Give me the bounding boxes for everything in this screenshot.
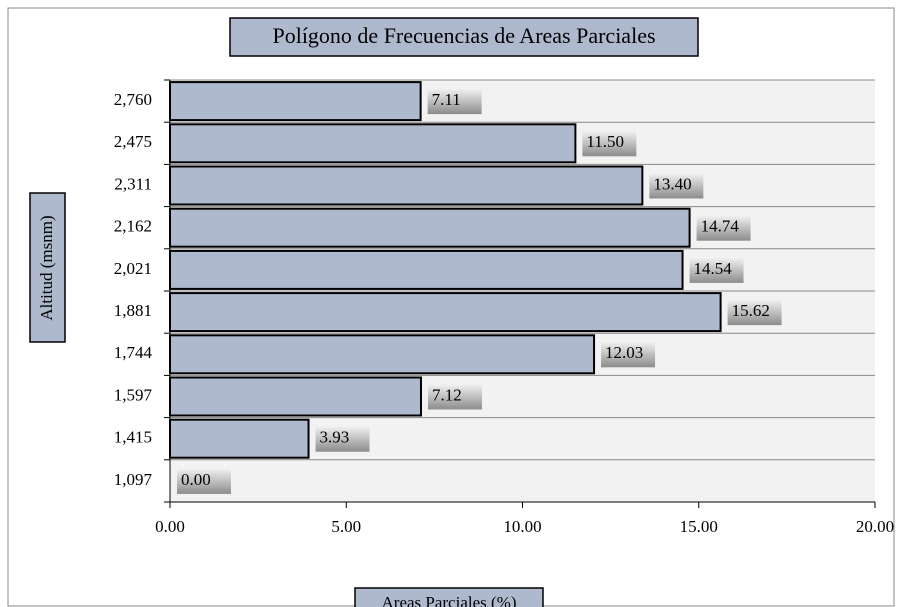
x-tick-label: 0.00 (155, 517, 185, 536)
y-tick-label: 2,162 (114, 217, 152, 236)
bar (169, 123, 577, 164)
value-label: 14.74 (701, 217, 740, 236)
y-tick-label: 2,021 (114, 259, 152, 278)
value-label-box (177, 467, 231, 494)
x-tick-label: 15.00 (680, 517, 718, 536)
y-label-box (29, 192, 66, 343)
y-tick-label: 2,311 (114, 174, 152, 193)
value-label-box (649, 172, 704, 199)
x-tick-label: 20.00 (856, 517, 894, 536)
bar (169, 376, 422, 417)
bar (169, 81, 422, 122)
y-tick-label: 1,744 (114, 343, 153, 362)
value-label-box (727, 299, 782, 326)
bar (169, 207, 691, 248)
value-label: 11.50 (586, 132, 624, 151)
x-label-box (354, 587, 544, 607)
value-label: 12.03 (605, 343, 643, 362)
value-label: 13.40 (653, 174, 691, 193)
value-label-box (689, 256, 744, 283)
bar (169, 249, 684, 290)
y-axis-label: Altitud (msnm) (37, 215, 56, 320)
bar (169, 334, 596, 375)
bar (169, 292, 722, 333)
y-tick-label: 1,597 (114, 385, 153, 404)
value-label-box (582, 130, 637, 157)
value-label-box (427, 88, 482, 115)
chart-title: Polígono de Frecuencias de Areas Parcial… (272, 23, 655, 48)
title-box (229, 17, 699, 57)
value-label-box (315, 425, 370, 452)
y-tick-label: 2,760 (114, 90, 152, 109)
value-label-box (696, 214, 751, 241)
y-tick-label: 2,475 (114, 132, 152, 151)
y-tick-label: 1,415 (114, 428, 152, 447)
value-label: 7.11 (432, 90, 461, 109)
value-label: 7.12 (432, 385, 462, 404)
y-tick-label: 1,881 (114, 301, 152, 320)
x-tick-label: 5.00 (331, 517, 361, 536)
bar (169, 418, 310, 459)
value-label-box (427, 383, 482, 410)
value-label: 14.54 (694, 259, 733, 278)
x-tick-label: 10.00 (503, 517, 541, 536)
value-label-box (601, 341, 656, 368)
x-axis-label: Areas Parciales (%) (382, 593, 517, 607)
value-label: 15.62 (732, 301, 770, 320)
value-label: 0.00 (181, 470, 211, 489)
value-label: 3.93 (320, 428, 350, 447)
y-tick-label: 1,097 (114, 470, 153, 489)
bar (169, 165, 644, 206)
